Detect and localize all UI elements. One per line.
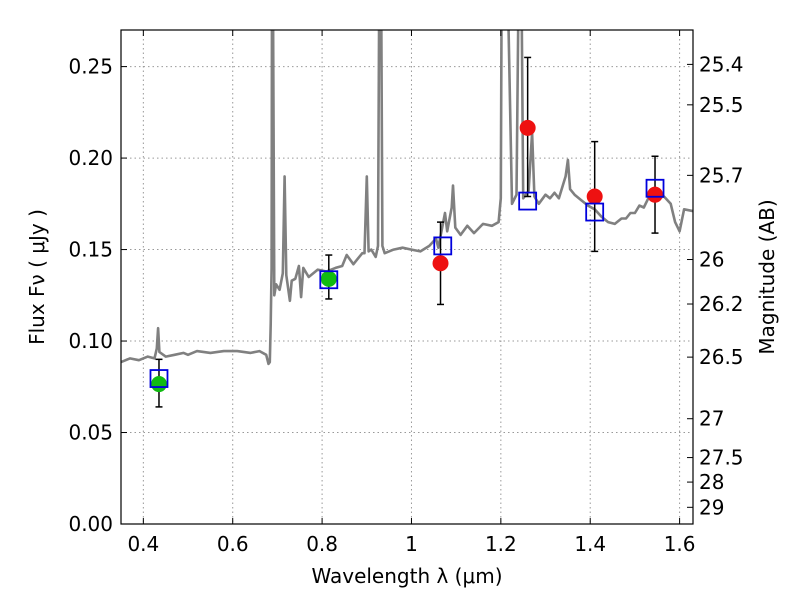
nir-data-point xyxy=(432,255,449,272)
y-tick-label: 0.00 xyxy=(68,512,113,536)
magnitude-tick-label: 27.5 xyxy=(699,446,744,470)
plot-frame xyxy=(120,29,694,525)
magnitude-tick-label: 25.4 xyxy=(699,52,744,76)
x-tick-label: 0.4 xyxy=(127,532,159,556)
model-photometry-box xyxy=(518,191,538,211)
magnitude-tick-label: 26 xyxy=(699,248,724,272)
magnitude-tick-label: 25.5 xyxy=(699,93,744,117)
model-photometry-box xyxy=(433,236,453,256)
x-tick-label: 1.4 xyxy=(574,532,606,556)
y-tick-label: 0.10 xyxy=(68,329,113,353)
magnitude-tick-label: 26.2 xyxy=(699,292,744,316)
y-tick-label: 0.20 xyxy=(68,146,113,170)
magnitude-tick-label: 26.5 xyxy=(699,345,744,369)
optical-data-point xyxy=(320,270,337,287)
plot-background xyxy=(121,30,693,524)
model-photometry-box xyxy=(585,202,605,222)
spectrum-line xyxy=(121,30,693,366)
y-tick-label: 0.05 xyxy=(68,421,113,445)
spectrum-layer xyxy=(121,30,693,366)
x-tick-label: 0.6 xyxy=(217,532,249,556)
y-axis-label: Flux Fν ( μJy ) xyxy=(25,209,49,345)
axis-ticks: 0.4 0.6 0.8 1 1.2 1.4 1.6 0.00 0.05 0.10 0.15 0.20 0… xyxy=(68,30,744,556)
y-tick-label: 0.15 xyxy=(68,238,113,262)
model-photometry-box xyxy=(319,270,339,290)
magnitude-tick-label: 29 xyxy=(699,495,724,519)
x-tick-label: 1.2 xyxy=(485,532,517,556)
nir-data-point xyxy=(647,186,664,203)
model-photometry-box xyxy=(645,178,665,198)
model-photometry-box xyxy=(149,369,169,388)
model-boxes xyxy=(149,178,665,388)
x-axis-label: Wavelength λ (μm) xyxy=(311,564,502,588)
y-axis-right-label: Magnitude (AB) xyxy=(755,199,779,354)
nir-data-point xyxy=(519,119,536,136)
x-tick-label: 0.8 xyxy=(306,532,338,556)
optical-data-point xyxy=(150,376,167,393)
y-tick-label: 0.25 xyxy=(68,55,113,79)
x-tick-label: 1 xyxy=(405,532,418,556)
nir-data-point xyxy=(586,188,603,205)
magnitude-tick-label: 25.7 xyxy=(699,163,744,187)
magnitude-tick-label: 27 xyxy=(699,407,724,431)
x-tick-label: 1.6 xyxy=(664,532,696,556)
magnitude-tick-label: 28 xyxy=(699,470,724,494)
